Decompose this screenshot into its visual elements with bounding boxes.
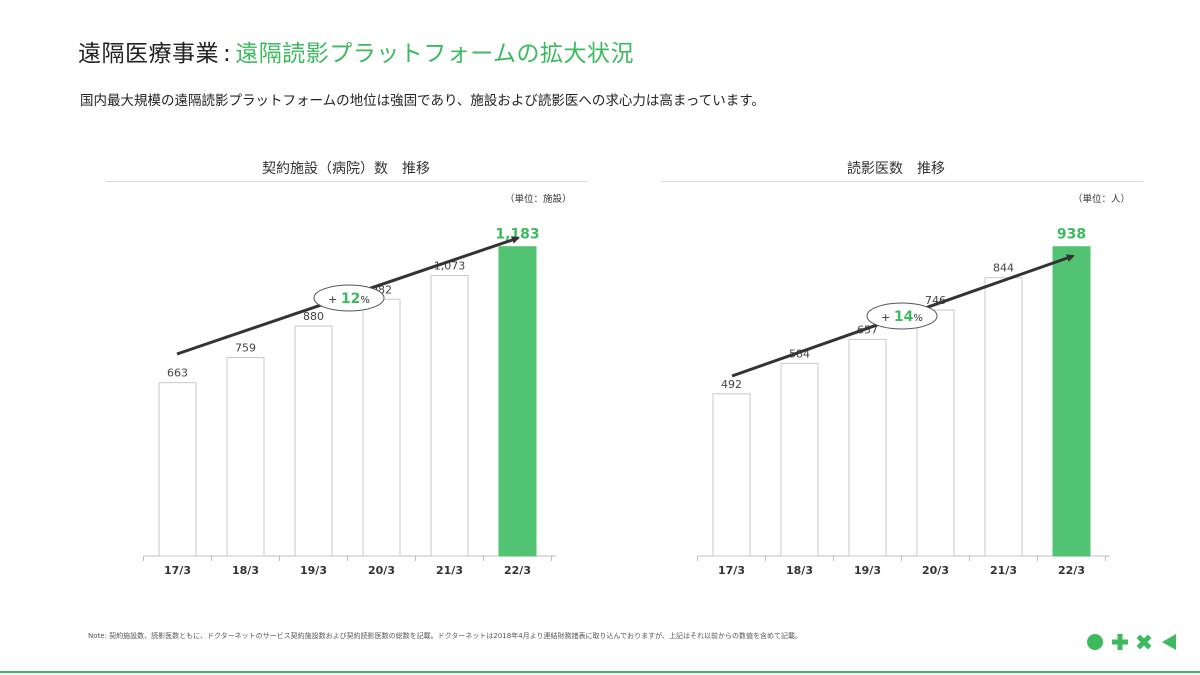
category-label: 20/3 bbox=[368, 564, 395, 577]
bar-22-3 bbox=[1052, 246, 1091, 557]
page-subtitle: 国内最大規模の遠隔読影プラットフォームの地位は強固であり、施設および読影医への求… bbox=[80, 93, 765, 109]
data-label: 844 bbox=[993, 262, 1014, 275]
data-label: 663 bbox=[167, 367, 188, 380]
growth-label: + 12% bbox=[328, 291, 370, 307]
triangle-left-icon bbox=[1162, 634, 1176, 650]
bar-20-3 bbox=[362, 298, 401, 557]
category-label: 18/3 bbox=[786, 564, 813, 577]
bar-19-3 bbox=[294, 325, 333, 557]
bar-17-3 bbox=[712, 393, 751, 557]
bar-18-3 bbox=[226, 357, 265, 557]
bar-21-3 bbox=[984, 277, 1023, 557]
growth-badge bbox=[313, 284, 385, 312]
category-label: 21/3 bbox=[436, 564, 463, 577]
data-label: 492 bbox=[721, 378, 742, 391]
data-label: 880 bbox=[303, 310, 324, 323]
chart-radiologists: 49217/358418/365719/374620/384421/393822… bbox=[697, 227, 1110, 577]
company-logo bbox=[1087, 634, 1176, 650]
data-label: 759 bbox=[235, 342, 256, 355]
bar-18-3 bbox=[780, 362, 819, 557]
data-label: 1,183 bbox=[495, 227, 539, 243]
chart-divider-facilities bbox=[106, 181, 588, 182]
title-main: 遠隔医療事業 bbox=[78, 41, 219, 67]
category-label: 19/3 bbox=[300, 564, 327, 577]
category-label: 19/3 bbox=[854, 564, 881, 577]
unit-label-facilities: （単位：施設） bbox=[505, 194, 572, 205]
category-label: 18/3 bbox=[232, 564, 259, 577]
category-label: 22/3 bbox=[504, 564, 531, 577]
title-separator: : bbox=[223, 41, 232, 67]
category-label: 22/3 bbox=[1058, 564, 1085, 577]
chart-title-facilities: 契約施設（病院）数 推移 bbox=[262, 161, 430, 177]
data-label: 938 bbox=[1057, 227, 1086, 243]
title-accent: 遠隔読影プラットフォームの拡大状況 bbox=[235, 41, 635, 67]
bottom-accent-line bbox=[0, 671, 1200, 673]
category-label: 17/3 bbox=[718, 564, 745, 577]
unit-label-radiologists: （単位：人） bbox=[1073, 194, 1131, 205]
chart-facilities: 66317/375918/388019/398220/31,07321/31,1… bbox=[143, 227, 556, 577]
bar-21-3 bbox=[430, 274, 469, 557]
bar-17-3 bbox=[158, 382, 197, 557]
bar-20-3 bbox=[916, 309, 955, 557]
plus-icon bbox=[1112, 634, 1128, 650]
chart-title-radiologists: 読影医数 推移 bbox=[847, 161, 945, 177]
circle-icon bbox=[1087, 634, 1103, 650]
growth-label: + 14% bbox=[881, 309, 923, 325]
category-label: 17/3 bbox=[164, 564, 191, 577]
chart-divider-radiologists bbox=[661, 181, 1143, 182]
bar-22-3 bbox=[498, 246, 537, 557]
growth-badge bbox=[866, 302, 938, 330]
bar-19-3 bbox=[848, 338, 887, 557]
category-label: 20/3 bbox=[922, 564, 949, 577]
page-title: 遠隔医療事業: 遠隔読影プラットフォームの拡大状況 bbox=[78, 34, 634, 68]
category-label: 21/3 bbox=[990, 564, 1017, 577]
footnote: Note: 契約施設数、読影医数ともに、ドクターネットのサービス契約施設数および… bbox=[88, 632, 803, 640]
cross-icon bbox=[1136, 634, 1152, 650]
